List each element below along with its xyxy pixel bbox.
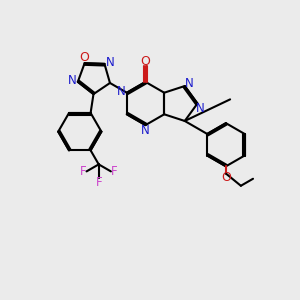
Text: O: O xyxy=(80,51,90,64)
Text: F: F xyxy=(111,165,118,178)
Text: N: N xyxy=(106,56,115,68)
Text: F: F xyxy=(80,165,86,178)
Text: N: N xyxy=(196,102,205,116)
Text: N: N xyxy=(117,85,126,98)
Text: O: O xyxy=(141,55,150,68)
Text: N: N xyxy=(185,76,194,89)
Text: N: N xyxy=(68,74,76,86)
Text: N: N xyxy=(141,124,150,137)
Text: O: O xyxy=(221,171,231,184)
Text: F: F xyxy=(95,176,102,189)
